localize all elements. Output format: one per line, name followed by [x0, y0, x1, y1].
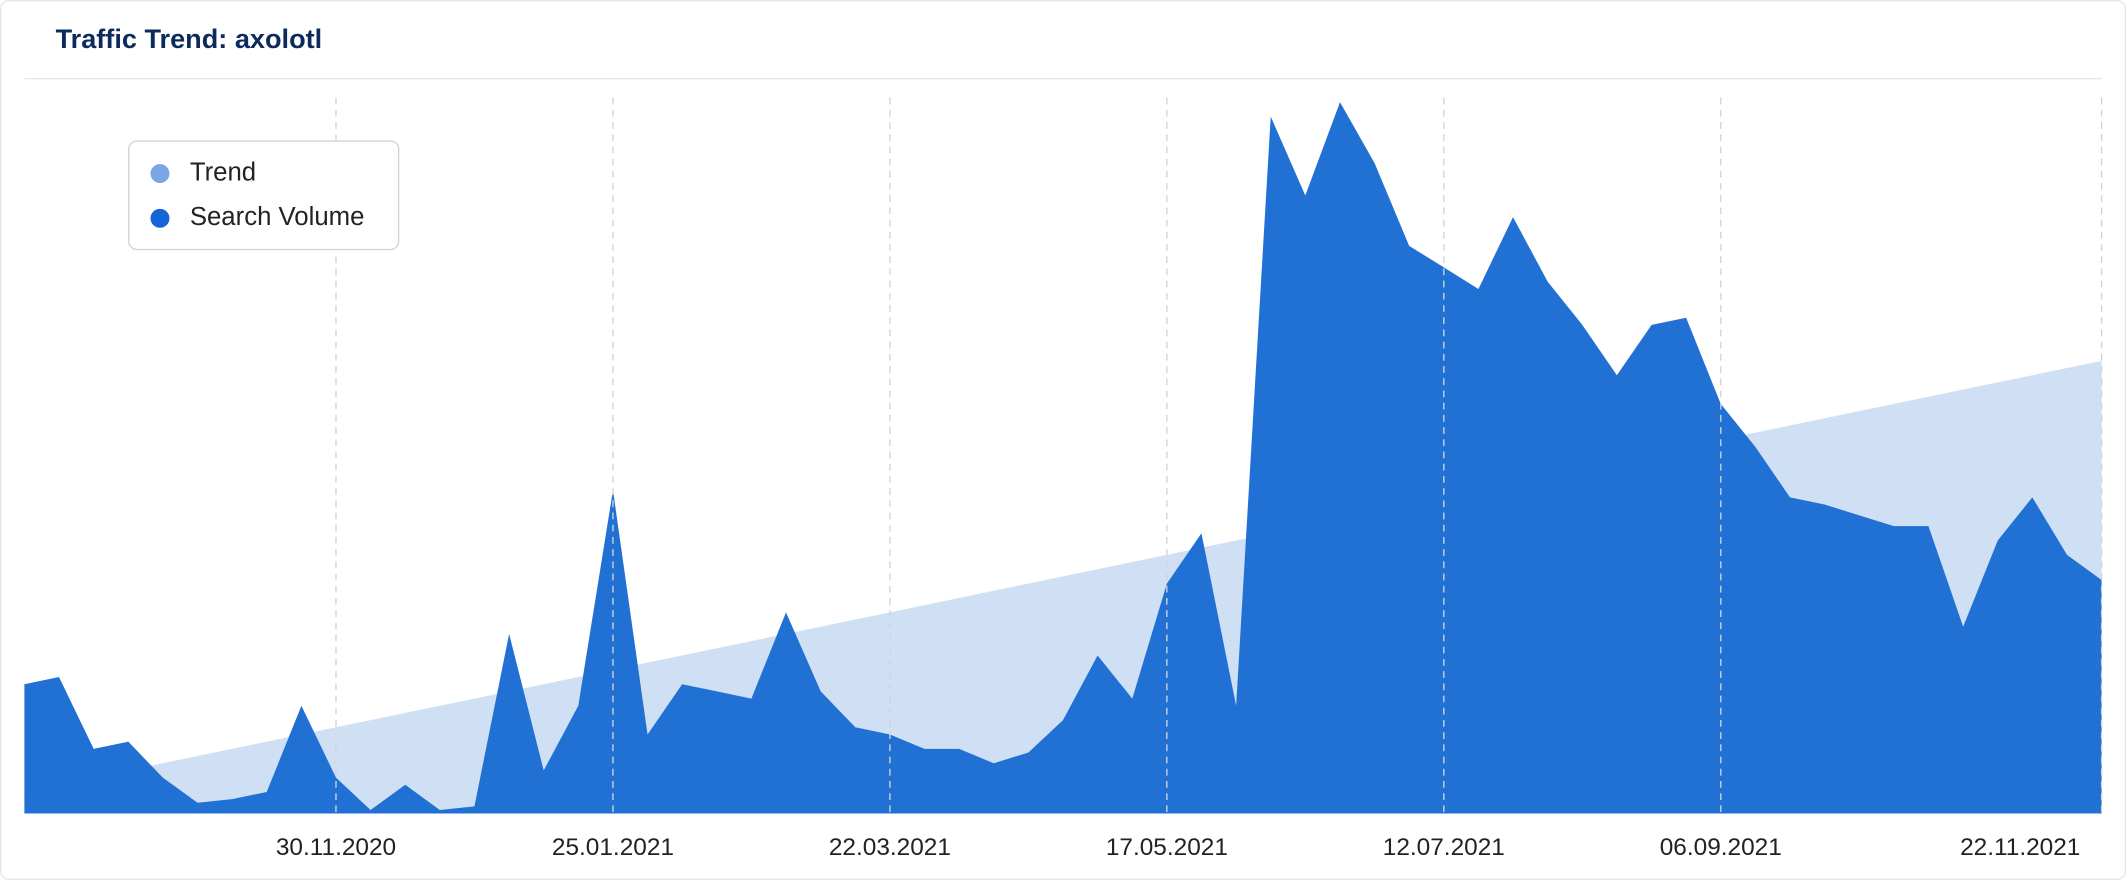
legend-marker [150, 164, 170, 184]
legend: Trend Search Volume [128, 140, 400, 251]
x-tick-label: 30.11.2020 [276, 834, 396, 861]
x-tick-label: 17.05.2021 [1106, 834, 1228, 861]
plot: 30.11.2020 25.01.2021 22.03.2021 17.05.2021… [24, 97, 2103, 861]
area-1 [24, 102, 2102, 814]
x-tick-label: 12.07.2021 [1383, 834, 1505, 861]
legend-label: Search Volume [190, 203, 365, 231]
legend-label: Trend [190, 158, 256, 186]
x-tick-label: 22.03.2021 [829, 834, 951, 861]
legend-box [128, 140, 400, 251]
legend-marker [150, 208, 170, 228]
chart-title: Traffic Trend: axolotl [56, 23, 323, 54]
x-tick-label: 06.09.2021 [1660, 834, 1782, 861]
x-tick-label: 22.11.2021 [1960, 834, 2080, 861]
x-tick-label: 25.01.2021 [552, 834, 674, 861]
